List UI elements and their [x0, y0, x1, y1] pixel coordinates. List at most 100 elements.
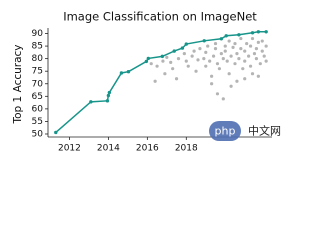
line	[55, 31, 267, 134]
line-marker	[224, 34, 228, 38]
scatter-point	[245, 41, 249, 46]
scatter-point	[196, 58, 200, 62]
scatter-point	[247, 54, 251, 58]
scatter-point	[260, 49, 264, 53]
y-axis-label: Top 1 Accuracy	[12, 44, 24, 124]
watermark-badge-text: php	[215, 125, 236, 138]
x-tick-label: 2014	[97, 144, 120, 154]
watermark-text: 中文网	[248, 124, 281, 138]
line-marker	[54, 130, 58, 135]
scatter-point	[198, 46, 202, 51]
line-marker	[250, 31, 255, 35]
scatter-point	[211, 54, 216, 58]
y-tick-label: 60	[32, 104, 44, 114]
scatter-point	[223, 49, 227, 53]
scatter-point	[233, 41, 237, 46]
x-tick-label: 2012	[58, 144, 81, 154]
line-marker	[160, 54, 165, 59]
scatter-point	[223, 44, 227, 48]
scatter-point	[176, 57, 181, 61]
scatter-point	[243, 59, 247, 63]
scatter-point	[235, 52, 239, 56]
y-tick-label: 70	[32, 79, 44, 89]
scatter-point	[225, 59, 229, 63]
watermark: php 中文网	[209, 121, 281, 141]
scatter-point	[243, 49, 247, 53]
scatter-point	[171, 67, 175, 71]
scatter-point	[206, 44, 210, 48]
scatter-point	[229, 54, 233, 58]
scatter-point	[239, 36, 243, 41]
scatter-point	[161, 59, 165, 63]
scatter-point	[149, 62, 153, 66]
scatter-point	[217, 67, 222, 71]
line-marker	[119, 71, 124, 75]
y-tick-label: 80	[32, 54, 44, 64]
scatter-point	[184, 59, 188, 63]
scatter-point	[248, 64, 253, 68]
y-tick-label: 85	[32, 42, 43, 52]
scatter-point	[213, 46, 218, 51]
scatter-point	[190, 54, 194, 58]
line-marker	[89, 100, 93, 104]
scatter-point	[254, 57, 259, 61]
scatter-point	[219, 52, 223, 56]
scatter-point	[165, 55, 169, 59]
line-marker	[106, 93, 111, 98]
line-marker	[146, 56, 151, 61]
scatter-point	[235, 79, 239, 83]
line-marker	[237, 33, 241, 37]
scatter-point	[264, 59, 268, 63]
scatter-point	[210, 82, 214, 86]
line-marker	[219, 37, 224, 41]
scatter-point	[208, 59, 212, 63]
scatter-point	[252, 52, 257, 56]
scatter-point	[194, 69, 198, 73]
scatter-point	[250, 72, 255, 76]
scatter-point	[221, 57, 225, 61]
scatter-point	[254, 46, 259, 51]
line-marker	[172, 49, 176, 53]
scatter-point	[260, 39, 264, 43]
y-tick-label: 50	[32, 129, 44, 139]
scatter-point	[231, 45, 235, 49]
scatter-point	[163, 72, 167, 76]
scatter-point	[155, 64, 159, 68]
x-tick-label: 2018	[175, 144, 198, 154]
y-tick-label: 90	[32, 29, 44, 39]
line-marker	[256, 30, 261, 34]
watermark-badge	[209, 121, 241, 141]
line-marker	[105, 99, 110, 103]
scatter-point	[202, 57, 206, 61]
scatter-point	[186, 64, 190, 68]
scatter-point	[215, 62, 220, 66]
y-tick-label: 65	[32, 92, 43, 102]
scatter-point	[262, 54, 266, 58]
scatter-point	[258, 62, 262, 66]
scatter-point	[153, 79, 157, 83]
scatter-point	[182, 52, 186, 56]
scatter-point	[221, 97, 225, 101]
line-marker	[144, 59, 149, 64]
line-marker	[184, 42, 188, 46]
scatter-point	[227, 39, 231, 43]
scatter-point	[243, 77, 247, 81]
scatter-point	[204, 50, 208, 54]
scatter-point	[241, 67, 245, 71]
line-marker	[264, 30, 268, 34]
scatter-point	[174, 77, 179, 81]
scatter-point	[169, 60, 173, 65]
scatter-point	[213, 41, 218, 46]
scatter-point	[248, 44, 253, 48]
scatter-point	[239, 46, 243, 51]
line-marker	[180, 46, 185, 50]
scatter-point	[233, 62, 237, 66]
scatter-point	[250, 36, 255, 41]
scatter-point	[256, 74, 260, 78]
scatter-point	[264, 44, 268, 48]
chart: Image Classification on ImageNet Top 1 A…	[12, 10, 281, 154]
chart-title: Image Classification on ImageNet	[63, 10, 257, 24]
line-marker	[126, 70, 131, 74]
scatter-point	[229, 84, 233, 88]
scatter-point	[256, 40, 260, 44]
